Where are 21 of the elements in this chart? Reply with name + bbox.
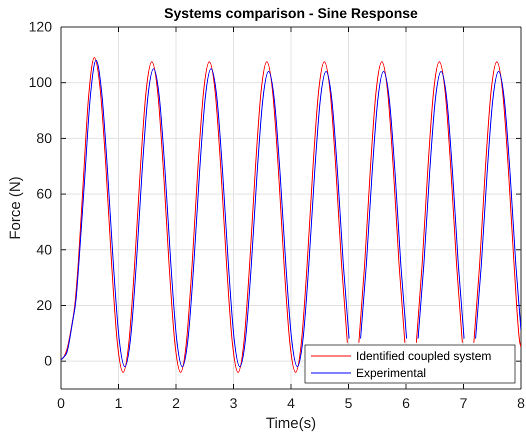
y-tick-label: 100 [28,74,52,90]
y-axis-title: Force (N) [7,176,24,240]
x-tick-label: 8 [517,394,526,411]
x-tick-label: 2 [172,394,180,411]
y-tick-label: 60 [36,186,52,202]
y-tick-label: 120 [28,18,52,34]
legend-label: Experimental [356,366,426,380]
x-tick-label: 3 [230,394,238,411]
x-axis-title: Time(s) [266,415,316,432]
x-tick-label: 5 [344,394,353,411]
x-tick-label: 7 [460,394,468,411]
chart-title: Systems comparison - Sine Response [164,5,418,21]
legend-label: Identified coupled system [356,349,492,363]
x-tick-label: 6 [402,394,410,411]
x-tick-label: 4 [287,394,296,411]
y-tick-label: 0 [44,352,52,369]
y-tick-label: 40 [36,241,52,258]
x-tick-label: 0 [57,394,66,411]
x-tick-label: 1 [114,394,123,411]
y-tick-label: 20 [36,296,52,313]
y-tick-label: 80 [36,130,52,146]
